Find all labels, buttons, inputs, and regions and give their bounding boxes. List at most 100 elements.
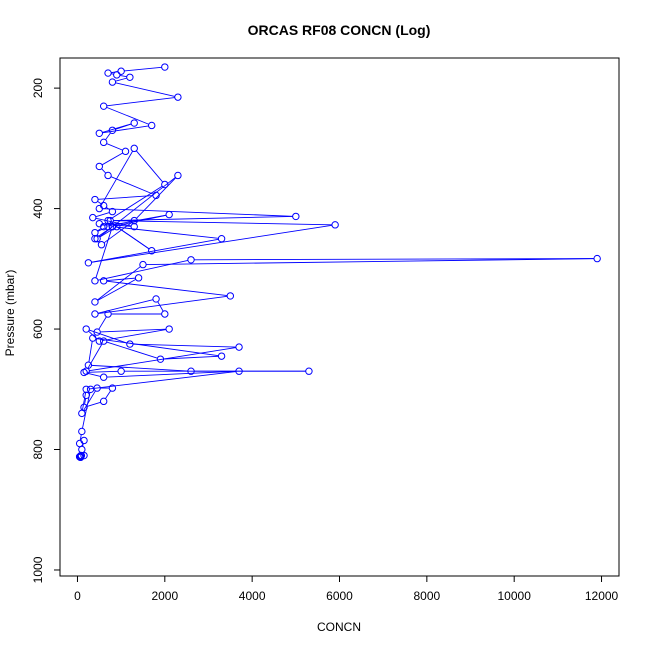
x-tick-label: 8000 [413, 589, 440, 603]
series-segment [115, 123, 132, 130]
data-point [84, 361, 93, 369]
data-point [78, 409, 86, 418]
series-segment [81, 392, 87, 411]
data-point [89, 213, 97, 222]
y-axis: 200 400 600 800 1000 [31, 78, 61, 583]
y-tick-label: 200 [31, 78, 45, 98]
data-point [95, 204, 104, 213]
data-point [80, 436, 88, 445]
data-point [139, 260, 147, 269]
series-segment [106, 97, 175, 107]
series-segment [106, 341, 158, 359]
plot-frame [59, 57, 620, 577]
data-point [86, 385, 95, 393]
series-segment [83, 390, 96, 411]
data-point [174, 93, 182, 101]
series-segment [106, 106, 149, 125]
data-point [99, 277, 108, 285]
y-axis-label: Pressure (mbar) [3, 270, 17, 357]
series-segment [88, 341, 93, 363]
data-point [130, 119, 138, 127]
data-point [108, 126, 117, 134]
series-points [75, 63, 601, 462]
series-segment [97, 227, 106, 232]
data-point [99, 373, 108, 381]
data-point [80, 403, 88, 412]
data-point [130, 216, 138, 225]
data-point [99, 102, 108, 110]
data-point [108, 207, 117, 216]
data-point [91, 234, 99, 243]
series-segment [97, 279, 137, 301]
series-lines [79, 66, 594, 447]
series-segment [157, 301, 164, 312]
data-point [104, 216, 112, 225]
series-segment [106, 143, 123, 151]
data-point [126, 73, 134, 81]
series-segment [115, 214, 167, 227]
series-segment [89, 371, 236, 390]
data-point [80, 451, 88, 460]
data-point [226, 292, 235, 300]
data-point [305, 367, 313, 375]
series-segment [106, 280, 228, 296]
series-segment [97, 260, 188, 281]
data-point [82, 391, 90, 400]
x-tick-label: 4000 [239, 589, 266, 603]
data-point [235, 343, 243, 351]
series-segment [105, 132, 111, 140]
series-segment [87, 370, 118, 373]
series-segment [115, 77, 127, 82]
data-point [174, 171, 182, 180]
series-segment [133, 343, 236, 348]
data-point [161, 310, 169, 318]
data-point [156, 355, 165, 363]
data-point [217, 352, 226, 360]
data-point [99, 222, 108, 231]
data-point [165, 325, 173, 333]
data-point [93, 234, 101, 243]
data-point [331, 221, 339, 229]
series-segment [110, 185, 163, 220]
x-tick-label: 10000 [498, 589, 532, 603]
data-point [78, 427, 86, 436]
series-segment [98, 295, 228, 315]
data-point [292, 212, 300, 221]
data-point [117, 367, 125, 375]
series-segment [91, 364, 188, 372]
data-point [91, 298, 99, 306]
data-point [593, 254, 601, 263]
data-point [130, 144, 138, 153]
data-point [108, 222, 117, 231]
data-point [84, 259, 93, 267]
series-segment [106, 370, 236, 378]
series-segment [79, 434, 82, 441]
data-point [95, 129, 104, 137]
series-segment [163, 355, 219, 360]
series-segment [95, 338, 219, 357]
series-segment [106, 277, 136, 282]
x-tick-label: 2000 [151, 589, 178, 603]
data-point [187, 256, 195, 264]
series-segment [113, 216, 293, 222]
series-segment [105, 390, 112, 399]
data-point [108, 384, 117, 392]
series-segment [146, 258, 594, 266]
data-point [165, 210, 173, 219]
data-point [99, 337, 108, 345]
data-point [152, 295, 160, 303]
data-point [104, 171, 112, 180]
data-point [91, 277, 99, 285]
data-point [148, 121, 156, 130]
data-point [104, 310, 112, 318]
data-point [91, 228, 99, 237]
series-segment [82, 392, 91, 429]
series-segment [89, 347, 236, 372]
data-point [134, 274, 143, 282]
data-point [108, 78, 117, 86]
series-segment [84, 398, 87, 405]
series-segment [110, 176, 154, 195]
data-point [99, 138, 108, 147]
series-segment [89, 329, 127, 344]
